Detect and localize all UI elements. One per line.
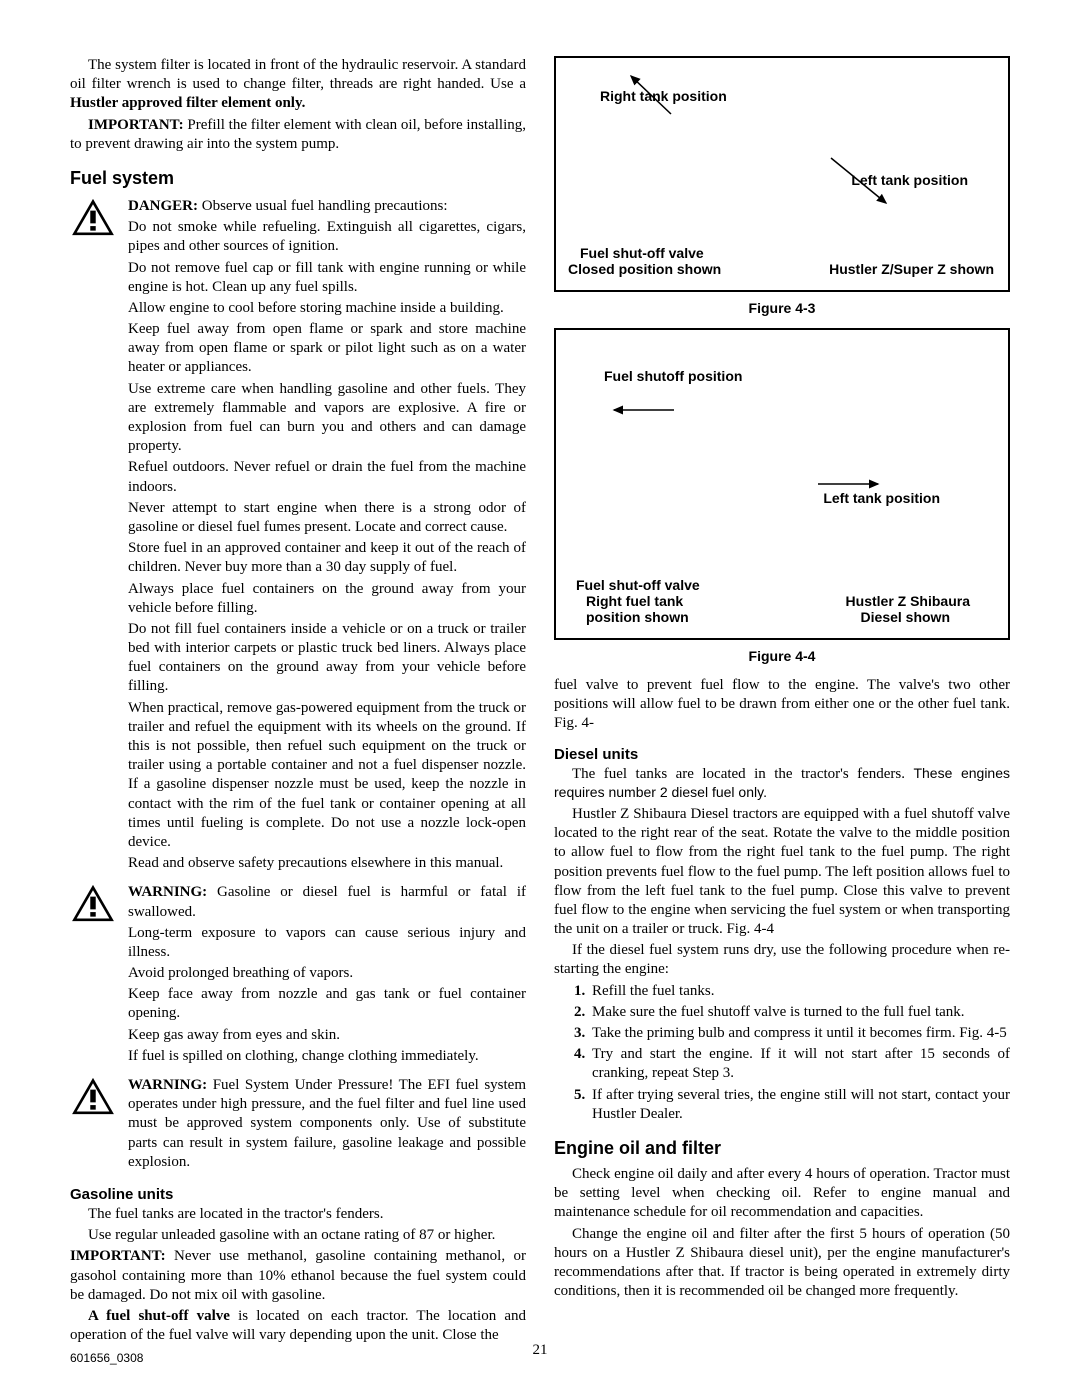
text-bold: IMPORTANT: [88,117,184,133]
page: The system filter is located in front of… [0,0,1080,1397]
figure-caption-4-4: Figure 4-4 [554,648,1010,664]
warning-text: WARNING: Fuel System Under Pressure! The… [128,1076,526,1174]
label-right-tank: Right tank position [600,88,727,105]
para: Keep gas away from eyes and skin. [128,1026,526,1045]
para: WARNING: Gasoline or diesel fuel is harm… [128,883,526,921]
para: IMPORTANT: Never use methanol, gasoline … [70,1247,526,1305]
warning-block-2: WARNING: Fuel System Under Pressure! The… [70,1076,526,1174]
text: The fuel tanks are located in the tracto… [572,766,913,782]
para: Check engine oil daily and after every 4… [554,1165,1010,1223]
para: If fuel is spilled on clothing, change c… [128,1047,526,1066]
label-valve1: Fuel shut-off valve [576,577,700,594]
columns: The system filter is located in front of… [70,56,1010,1347]
heading-diesel-units: Diesel units [554,746,1010,763]
text-bold: WARNING: [128,1077,207,1093]
para: Do not remove fuel cap or fill tank with… [128,259,526,297]
para-system-filter: The system filter is located in front of… [70,56,526,114]
figure-4-4: Fuel shutoff position Left tank position… [554,328,1010,640]
list-item: Take the priming bulb and compress it un… [574,1024,1010,1043]
doc-id: 601656_0308 [70,1351,143,1365]
text-bold: Hustler approved filter element only. [70,95,305,111]
para: Do not smoke while refueling. Extinguish… [128,218,526,256]
label-model1: Hustler Z Shibaura [846,593,970,610]
warning-text: WARNING: Gasoline or diesel fuel is harm… [128,883,526,1068]
left-column: The system filter is located in front of… [70,56,526,1347]
para: Refuel outdoors. Never refuel or drain t… [128,458,526,496]
para: Always place fuel containers on the grou… [128,580,526,618]
text-bold: DANGER: [128,198,198,214]
para-important: IMPORTANT: Prefill the filter element wi… [70,116,526,154]
warning-block-1: WARNING: Gasoline or diesel fuel is harm… [70,883,526,1068]
para: Keep fuel away from open flame or spark … [128,320,526,378]
para-continuation: fuel valve to prevent fuel flow to the e… [554,676,1010,734]
para: DANGER: Observe usual fuel handling prec… [128,197,526,216]
para: Use extreme care when handling gasoline … [128,380,526,457]
text: Observe usual fuel handling precautions: [198,198,448,214]
page-footer: 601656_0308 21 [70,1351,1010,1365]
label-left-tank: Left tank position [851,172,968,189]
para: Allow engine to cool before storing mach… [128,299,526,318]
page-number: 21 [533,1342,548,1359]
text: Make sure the fuel shutoff valve is turn… [592,1004,965,1020]
danger-text: DANGER: Observe usual fuel handling prec… [128,197,526,875]
text-bold: A fuel shut-off valve [88,1308,230,1324]
para: Do not fill fuel containers inside a veh… [128,620,526,697]
label-valve2: Right fuel tank [586,593,683,610]
label-model2: Diesel shown [861,609,950,626]
figure-caption-4-3: Figure 4-3 [554,300,1010,316]
label-valve3: position shown [586,609,689,626]
para: Use regular unleaded gasoline with an oc… [70,1226,526,1245]
para: Never attempt to start engine when there… [128,499,526,537]
para: Read and observe safety precautions else… [128,854,526,873]
list-item: Refill the fuel tanks. [574,982,1010,1001]
danger-block: DANGER: Observe usual fuel handling prec… [70,197,526,875]
text: Try and start the engine. If it will not… [592,1046,1010,1081]
label-shutoff: Fuel shutoff position [604,368,742,385]
heading-engine-oil: Engine oil and filter [554,1138,1010,1159]
label-model: Hustler Z/Super Z shown [829,261,994,278]
para: If the diesel fuel system runs dry, use … [554,941,1010,979]
warning-triangle-icon [70,1076,116,1174]
para: Long-term exposure to vapors can cause s… [128,924,526,962]
text: The system filter is located in front of… [70,57,526,92]
para: Avoid prolonged breathing of vapors. [128,964,526,983]
text-bold: IMPORTANT: [70,1248,166,1264]
label-left-tank: Left tank position [823,490,940,507]
warning-triangle-icon [70,197,116,875]
para: The fuel tanks are located in the tracto… [70,1205,526,1224]
text: Refill the fuel tanks. [592,983,714,999]
right-column: Right tank position Left tank position F… [554,56,1010,1347]
label-valve1: Fuel shut-off valve [580,245,704,262]
para: When practical, remove gas-powered equip… [128,699,526,853]
para: Keep face away from nozzle and gas tank … [128,985,526,1023]
para: The fuel tanks are located in the tracto… [554,765,1010,803]
para: WARNING: Fuel System Under Pressure! The… [128,1076,526,1172]
text-bold: WARNING: [128,884,207,900]
heading-gasoline-units: Gasoline units [70,1186,526,1203]
para: Store fuel in an approved container and … [128,539,526,577]
para: Hustler Z Shibaura Diesel tractors are e… [554,805,1010,939]
list-item: Try and start the engine. If it will not… [574,1045,1010,1083]
para: A fuel shut-off valve is located on each… [70,1307,526,1345]
list-item: If after trying several tries, the engin… [574,1086,1010,1124]
restart-list: Refill the fuel tanks. Make sure the fue… [554,982,1010,1124]
para: Change the engine oil and filter after t… [554,1225,1010,1302]
list-item: Make sure the fuel shutoff valve is turn… [574,1003,1010,1022]
heading-fuel-system: Fuel system [70,168,526,189]
figure-4-3: Right tank position Left tank position F… [554,56,1010,292]
warning-triangle-icon [70,883,116,1068]
text: Take the priming bulb and compress it un… [592,1025,1007,1041]
text: If after trying several tries, the engin… [592,1087,1010,1122]
label-valve2: Closed position shown [568,261,721,278]
